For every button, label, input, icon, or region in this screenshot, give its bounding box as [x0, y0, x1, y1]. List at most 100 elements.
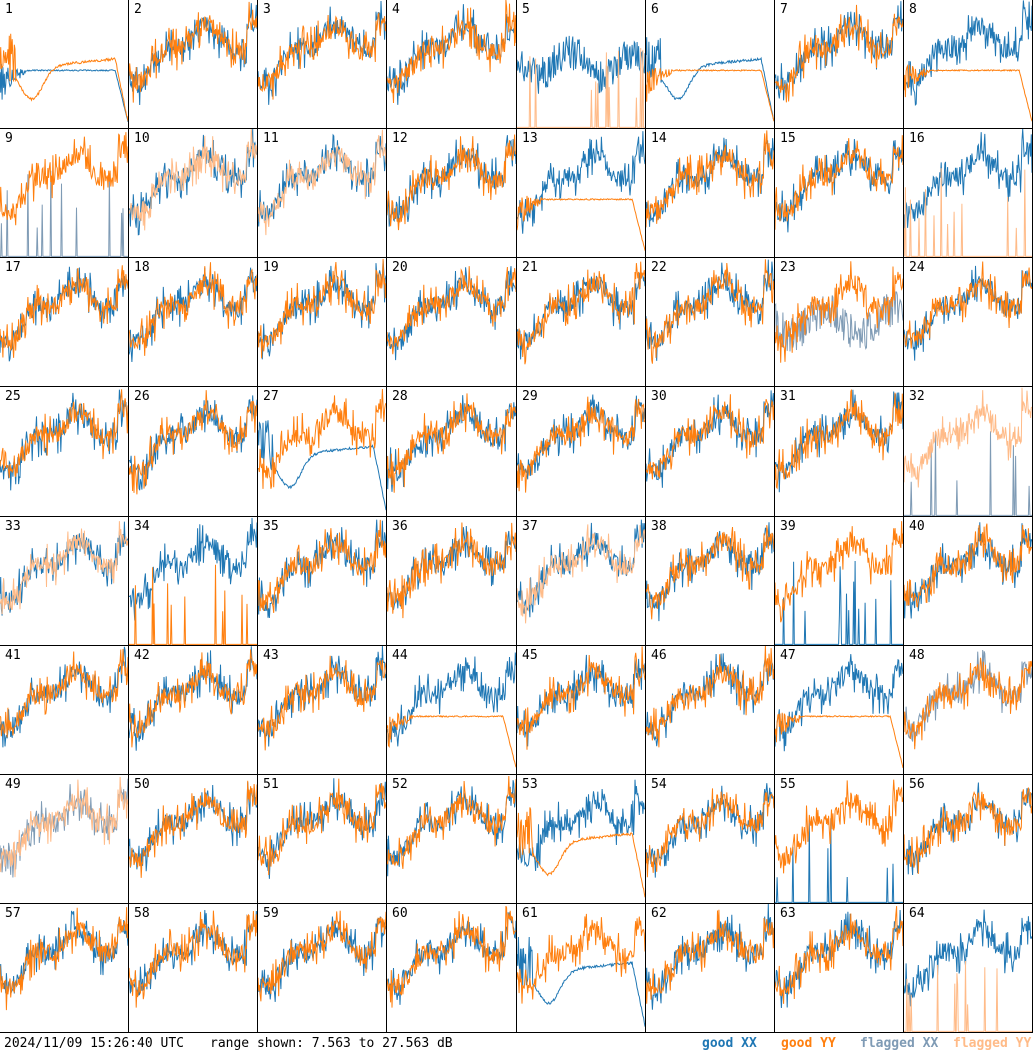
series-yy-line — [517, 47, 645, 128]
legend-flagged-yy: flagged YY — [953, 1036, 1032, 1051]
antenna-panel-19: 19 — [258, 258, 387, 387]
series-yy-line — [517, 646, 645, 750]
series-xx-line — [129, 267, 257, 363]
antenna-panel-14: 14 — [646, 129, 775, 258]
spectrum-plot — [258, 129, 386, 236]
spectrum-plot — [904, 522, 1032, 619]
antenna-panel-44: 44 — [387, 646, 517, 775]
antenna-label: 22 — [651, 260, 667, 275]
series-yy-line — [387, 905, 516, 1008]
series-yy-line — [775, 779, 903, 874]
series-yy-line — [904, 168, 1032, 257]
series-yy-line — [775, 906, 903, 1004]
spectrum-plot — [904, 0, 1032, 122]
series-yy-line — [387, 266, 516, 355]
series-xx-line — [129, 395, 257, 491]
spectrum-plot — [775, 261, 903, 363]
series-xx-line — [775, 290, 903, 352]
spectrum-plot — [387, 775, 516, 877]
antenna-label: 63 — [780, 906, 796, 921]
antenna-label: 59 — [263, 906, 279, 921]
spectrum-plot — [129, 517, 257, 645]
series-yy-line — [0, 33, 128, 122]
series-yy-line — [258, 129, 386, 236]
antenna-panel-6: 6 — [646, 0, 775, 129]
footer: 2024/11/09 15:26:40 UTC range shown: 7.5… — [0, 1033, 1033, 1053]
series-xx-line — [517, 35, 645, 94]
series-yy-line — [129, 262, 257, 356]
antenna-label: 20 — [392, 260, 408, 275]
series-xx-line — [0, 646, 128, 748]
spectrum-plot — [904, 129, 1032, 257]
antenna-label: 48 — [909, 648, 925, 663]
antenna-label: 9 — [5, 131, 13, 146]
series-xx-line — [0, 170, 128, 257]
antenna-panel-58: 58 — [129, 904, 258, 1033]
antenna-label: 40 — [909, 519, 925, 534]
antenna-panel-64: 64 — [904, 904, 1033, 1033]
antenna-label: 12 — [392, 131, 408, 146]
series-xx-line — [904, 265, 1032, 361]
antenna-panel-50: 50 — [129, 775, 258, 904]
series-xx-line — [387, 652, 516, 747]
series-yy-line — [129, 649, 257, 748]
series-yy-line — [904, 387, 1032, 488]
antenna-panel-52: 52 — [387, 775, 517, 904]
antenna-panel-37: 37 — [517, 517, 646, 646]
series-yy-line — [775, 712, 903, 769]
series-yy-line — [646, 259, 774, 364]
antenna-label: 57 — [5, 906, 21, 921]
spectrum-plot — [517, 519, 645, 624]
spectrum-plot — [387, 652, 516, 768]
series-yy-line — [129, 780, 257, 878]
antenna-label: 56 — [909, 777, 925, 792]
spectrum-plot — [387, 522, 516, 619]
spectrum-plot — [517, 394, 645, 493]
spectrum-plot — [646, 522, 774, 622]
series-yy-line — [904, 261, 1032, 349]
series-xx-line — [258, 420, 386, 511]
antenna-panel-29: 29 — [517, 387, 646, 517]
series-xx-line — [904, 0, 1032, 106]
spectrum-plot — [904, 782, 1032, 876]
series-yy-line — [646, 67, 774, 122]
series-yy-line — [258, 388, 386, 489]
antenna-panel-35: 35 — [258, 517, 387, 646]
spectrum-plot — [517, 779, 645, 898]
spectrum-plot — [387, 905, 516, 1008]
spectrum-plot — [258, 388, 386, 511]
series-xx-line — [0, 63, 128, 123]
series-yy-line — [646, 788, 774, 878]
antenna-panel-13: 13 — [517, 129, 646, 258]
antenna-label: 28 — [392, 389, 408, 404]
series-xx-line — [517, 779, 645, 872]
series-yy-line — [775, 4, 903, 103]
series-yy-line — [387, 134, 516, 231]
antenna-panel-28: 28 — [387, 387, 517, 517]
antenna-panel-5: 5 — [517, 0, 646, 129]
antenna-panel-40: 40 — [904, 517, 1033, 646]
antenna-panel-22: 22 — [646, 258, 775, 387]
antenna-panel-47: 47 — [775, 646, 904, 775]
antenna-label: 10 — [134, 131, 150, 146]
spectrum-plot — [517, 35, 645, 128]
spectrum-plot — [129, 262, 257, 363]
series-yy-line — [258, 910, 386, 1002]
spectrum-plot — [129, 909, 257, 1008]
antenna-panel-39: 39 — [775, 517, 904, 646]
antenna-label: 51 — [263, 777, 279, 792]
series-yy-line — [258, 258, 386, 359]
antenna-label: 41 — [5, 648, 21, 663]
antenna-panel-57: 57 — [0, 904, 129, 1033]
series-xx-line — [517, 131, 645, 234]
spectrum-plot — [775, 521, 903, 645]
antenna-label: 21 — [522, 260, 538, 275]
series-yy-line — [387, 0, 516, 104]
antenna-label: 24 — [909, 260, 925, 275]
antenna-label: 42 — [134, 648, 150, 663]
antenna-panel-48: 48 — [904, 646, 1033, 775]
antenna-label: 7 — [780, 2, 788, 17]
legend-flagged-xx: flagged XX — [860, 1036, 939, 1051]
series-xx-line — [387, 266, 516, 361]
